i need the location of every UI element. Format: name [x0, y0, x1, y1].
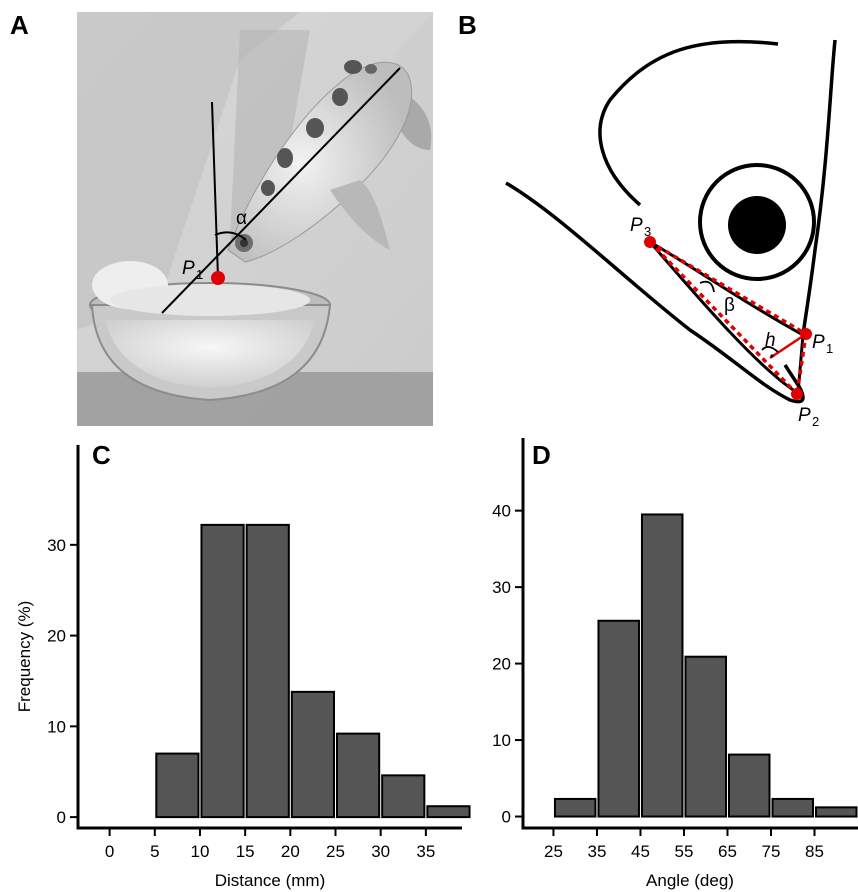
x-tick-label: 75	[762, 842, 781, 861]
bar-65	[727, 753, 771, 818]
x-tick-label: 65	[718, 842, 737, 861]
chart-angle-histogram: 25 35 45 55 65 75 85 0 10 20 30 40 Angle (deg)	[492, 438, 858, 890]
x-axis-label: Distance (mm)	[215, 871, 326, 890]
panel-a-letter: A	[10, 10, 29, 40]
x-tick-label: 30	[371, 842, 390, 861]
fish-head-diagram: β h P 3 P 1 P 2	[505, 39, 837, 429]
y-tick-label: 20	[47, 627, 66, 646]
p1-sub-a: 1	[196, 267, 203, 282]
alpha-label: α	[236, 208, 247, 229]
p2-label: P	[798, 405, 811, 426]
bar-10	[200, 523, 245, 819]
bar-5	[155, 752, 200, 819]
bar-25	[336, 732, 381, 819]
p2-sub: 2	[812, 414, 819, 429]
p1-sub-b: 1	[826, 341, 833, 356]
panel-a: A	[10, 10, 433, 426]
bar-45	[640, 513, 684, 818]
bar-55	[684, 655, 727, 818]
y-tick-label: 30	[492, 578, 511, 597]
panel-c: C 0 5 10 15 20 25 30 35 0 10 20 30 Distance (mm) Freq…	[15, 440, 471, 890]
x-tick-label: 25	[544, 842, 563, 861]
h-label: h	[765, 330, 776, 351]
beta-label: β	[724, 295, 735, 316]
bar-85	[814, 806, 858, 818]
x-tick-label: 35	[416, 842, 435, 861]
p1-label-b: P	[812, 332, 825, 353]
bar-35	[597, 619, 640, 818]
panel-b-letter: B	[458, 10, 477, 40]
bar-15	[245, 523, 290, 819]
bar-35	[426, 805, 471, 819]
chart-distance-histogram: 0 5 10 15 20 25 30 35 0 10 20 30 Distance (mm) Freque…	[15, 445, 471, 890]
bar-30	[381, 774, 426, 819]
x-tick-label: 10	[191, 842, 210, 861]
y-tick-label: 0	[502, 808, 511, 827]
x-tick-label: 45	[631, 842, 650, 861]
panel-d-letter: D	[532, 440, 551, 470]
x-tick-label: 0	[105, 842, 114, 861]
bar-25	[553, 797, 597, 818]
y-axis-label: Frequency (%)	[15, 601, 34, 712]
y-tick-label: 40	[492, 502, 511, 521]
bar-75	[771, 797, 814, 818]
p3-label: P	[630, 215, 643, 236]
y-tick-label: 10	[492, 731, 511, 750]
fish-photo: α P 1	[77, 12, 433, 426]
panel-c-letter: C	[92, 440, 111, 470]
x-tick-label: 5	[150, 842, 159, 861]
x-tick-label: 15	[236, 842, 255, 861]
p1-label-a: P	[182, 258, 195, 279]
x-tick-label: 55	[675, 842, 694, 861]
p3-sub: 3	[644, 224, 651, 239]
x-tick-label: 85	[805, 842, 824, 861]
y-tick-label: 30	[47, 536, 66, 555]
x-tick-label: 20	[281, 842, 300, 861]
y-tick-label: 0	[57, 808, 66, 827]
y-tick-label: 20	[492, 655, 511, 674]
x-axis-label: Angle (deg)	[646, 871, 734, 890]
panel-d: D 25 35 45 55 65 75 85 0 10 20 30 40 Angle (deg)	[492, 438, 858, 890]
x-tick-label: 25	[326, 842, 345, 861]
bar-20	[290, 690, 336, 819]
y-tick-label: 10	[47, 717, 66, 736]
panel-b: B β h P 3	[458, 10, 837, 429]
x-tick-label: 35	[588, 842, 607, 861]
